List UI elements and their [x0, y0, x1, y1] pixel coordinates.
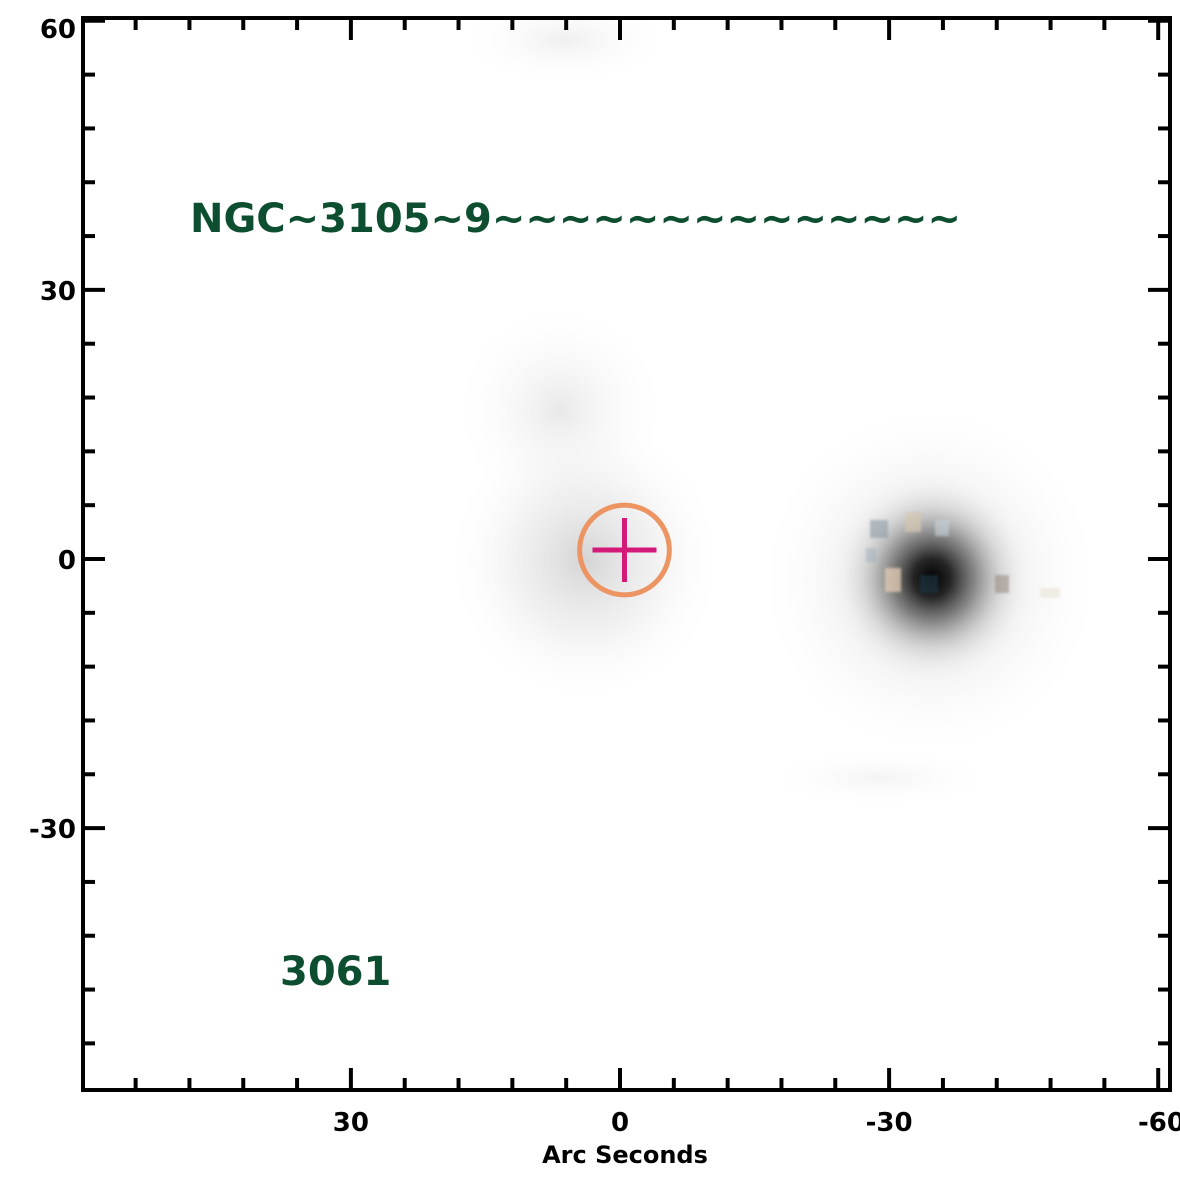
target-markers [577, 502, 672, 598]
x-tick-label: -60 [1138, 1108, 1180, 1138]
y-tick-label: -30 [29, 815, 76, 845]
x-axis-title: Arc Seconds [542, 1141, 708, 1169]
faint-smudge-lower [760, 748, 1000, 808]
x-tick-label: -30 [866, 1108, 913, 1138]
plot-frame [81, 16, 1172, 1092]
faint-smudge-top [455, 18, 675, 85]
axis-ticks [83, 18, 1170, 1090]
id-label: 3061 [280, 949, 391, 995]
y-tick-label: 30 [40, 277, 76, 307]
aperture-circle [577, 502, 672, 598]
object-label: NGC~3105~9~~~~~~~~~~~~~~ [190, 196, 961, 242]
y-tick-label: 0 [58, 546, 76, 576]
source-faint-blob-center [445, 415, 725, 705]
axis-tick-labels: 30 0 -30 -60 60 30 0 -30 [29, 15, 1180, 1138]
image-plane [445, 18, 1105, 808]
x-tick-label: 0 [611, 1108, 629, 1138]
y-tick-label: 60 [40, 15, 76, 45]
galaxy-core-pixels [866, 512, 1060, 598]
x-tick-label: 30 [333, 1108, 369, 1138]
